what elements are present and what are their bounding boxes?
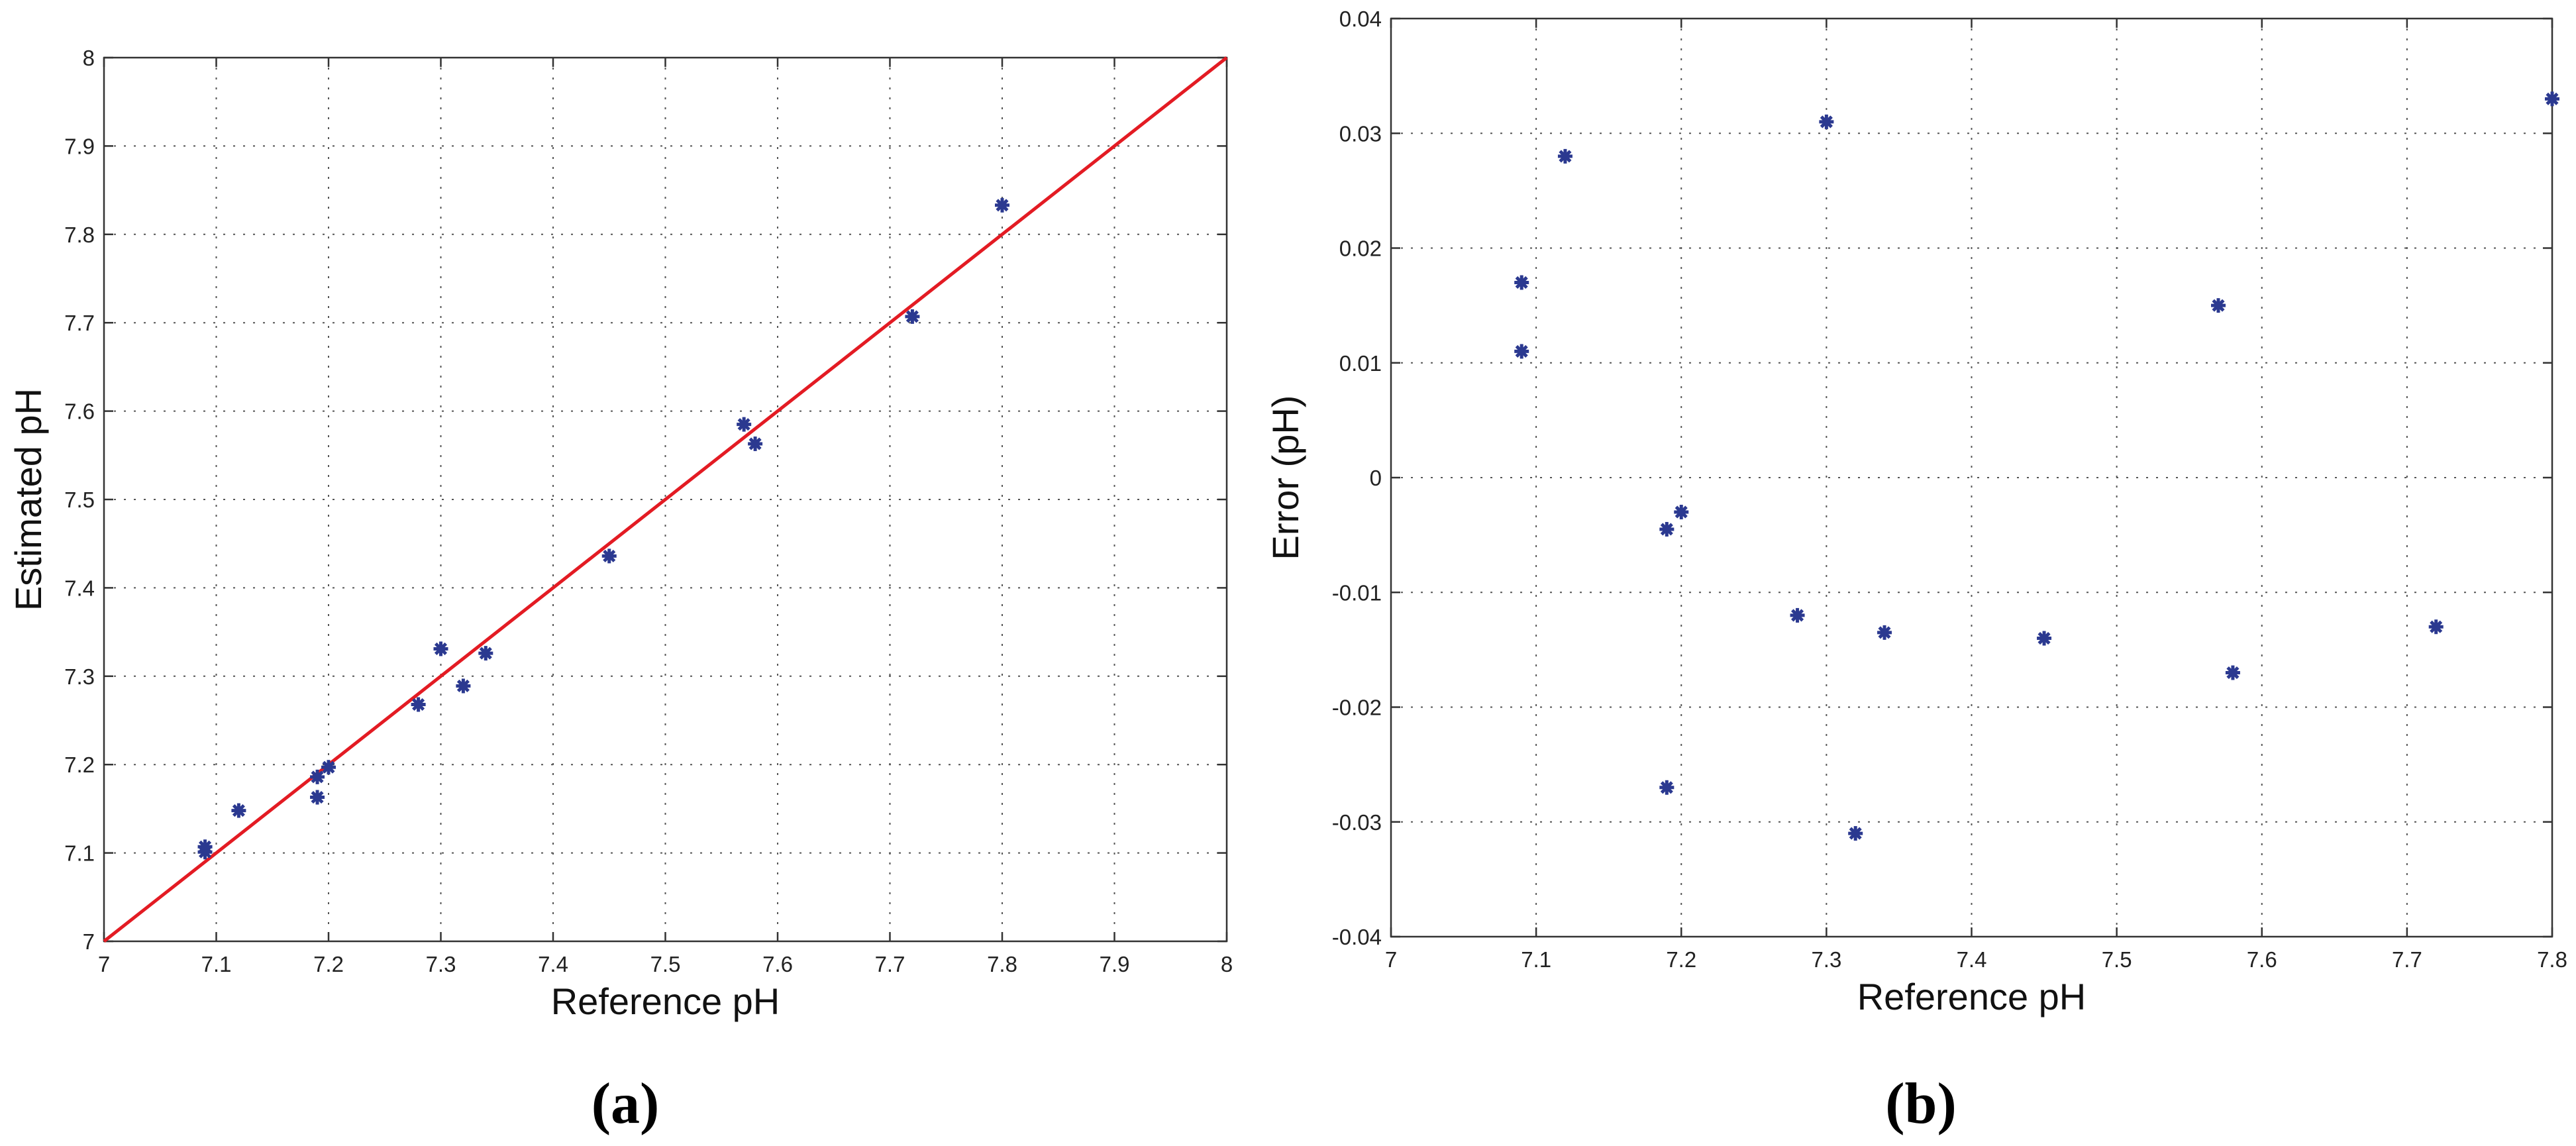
chart1-y-tick-label: -0.03 (1332, 810, 1382, 835)
chart0-panel-label: (a) (592, 1072, 660, 1136)
chart0-y-tick-label: 7.9 (64, 134, 95, 158)
chart0-y-tick-label: 7.6 (64, 399, 95, 424)
chart0-x-tick-label: 7.4 (538, 952, 568, 976)
chart1-x-tick-label: 7.1 (1521, 947, 1551, 972)
chart1-y-tick-label: -0.04 (1332, 925, 1382, 949)
chart0-plot-frame (103, 56, 1228, 943)
chart0-x-tick-label: 7.2 (313, 952, 344, 976)
chart0-x-tick-label: 7.9 (1100, 952, 1130, 976)
chart0-x-tick-label: 7.8 (987, 952, 1017, 976)
chart0-data-point (478, 646, 493, 661)
chart1-y-tick-label: 0.04 (1339, 7, 1382, 31)
chart1-x-tick-label: 7.5 (2102, 947, 2132, 972)
chart0-data-point (231, 803, 246, 818)
chart0-data-point (905, 309, 920, 324)
chart1-data-point (2225, 665, 2240, 680)
chart0-y-axis-label: Estimated pH (7, 388, 49, 611)
chart1-data-point (1514, 344, 1529, 359)
chart1-panel-label: (b) (1885, 1072, 1957, 1136)
chart0-x-axis-label: Reference pH (551, 980, 780, 1022)
chart1-data-point (2211, 298, 2226, 313)
chart1-x-tick-label: 7.6 (2247, 947, 2277, 972)
chart0-data-point (411, 697, 426, 712)
chart1-x-tick-label: 7.3 (1811, 947, 1841, 972)
chart0-y-tick-label: 7.7 (64, 311, 95, 335)
chart1-x-tick-label: 7.2 (1666, 947, 1696, 972)
chart0-y-tick-label: 7.1 (64, 841, 95, 866)
chart0-y-tick-label: 7 (83, 929, 95, 954)
chart0-y-tick-label: 7.4 (64, 576, 95, 600)
chart1-data-point (2428, 619, 2444, 635)
chart1-x-tick-label: 7.7 (2392, 947, 2422, 972)
chart1-data-point (2037, 631, 2052, 646)
chart1-data-point (1848, 826, 1863, 841)
chart0-data-point (456, 678, 471, 694)
chart1-y-tick-label: 0 (1370, 466, 1382, 490)
chart0-data-point (995, 197, 1009, 213)
chart1-data-point (1659, 780, 1674, 795)
chart0-data-point (310, 790, 325, 805)
chart0-data-point (321, 760, 336, 775)
chart1-x-axis-label: Reference pH (1857, 976, 2087, 1017)
chart0-identity-line (103, 56, 1228, 943)
chart0-y-tick-label: 8 (83, 46, 95, 70)
chart0-y-tick-label: 7.2 (64, 753, 95, 777)
chart1-data-point (1877, 625, 1892, 640)
chart0-data-point (601, 548, 617, 564)
chart1-data-point (1557, 148, 1572, 164)
chart0-y-tick-label: 7.5 (64, 488, 95, 512)
chart0-data-point (197, 839, 213, 855)
chart1-y-tick-label: 0.03 (1339, 121, 1382, 146)
chart1-x-tick-label: 7 (1385, 947, 1397, 972)
chart1-data-point (1659, 521, 1674, 537)
chart0-x-tick-label: 7.7 (875, 952, 905, 976)
chart0-y-tick-label: 7.8 (64, 223, 95, 247)
chart0-data-point (748, 436, 763, 451)
chart0-x-tick-label: 7.1 (201, 952, 232, 976)
chart1-data-point (1790, 607, 1805, 623)
chart0-x-tick-label: 7.6 (762, 952, 793, 976)
chart0-data-point (433, 641, 448, 656)
chart1-y-tick-label: -0.01 (1332, 580, 1382, 605)
chart1-y-tick-label: -0.02 (1332, 696, 1382, 720)
chart0-data-point (737, 417, 752, 432)
chart1-data-point (1674, 504, 1689, 519)
chart0-x-tick-label: 7 (98, 952, 110, 976)
chart1-y-tick-label: 0.02 (1339, 236, 1382, 261)
chart1-y-axis-label: Error (pH) (1264, 395, 1306, 560)
chart0-x-tick-label: 7.5 (650, 952, 681, 976)
chart0-data-point (310, 769, 325, 784)
chart0-x-tick-label: 7.3 (426, 952, 456, 976)
chart1-data-point (1819, 114, 1834, 129)
chart1-x-tick-label: 7.4 (1957, 947, 1987, 972)
chart0-x-tick-label: 8 (1221, 952, 1233, 976)
chart1-data-point (2545, 91, 2559, 107)
chart1-x-tick-label: 7.8 (2537, 947, 2567, 972)
chart1-plot-frame (1390, 17, 2553, 938)
chart0-y-tick-label: 7.3 (64, 664, 95, 689)
chart1-y-tick-label: 0.01 (1339, 351, 1382, 376)
chart1-data-point (1514, 275, 1529, 290)
